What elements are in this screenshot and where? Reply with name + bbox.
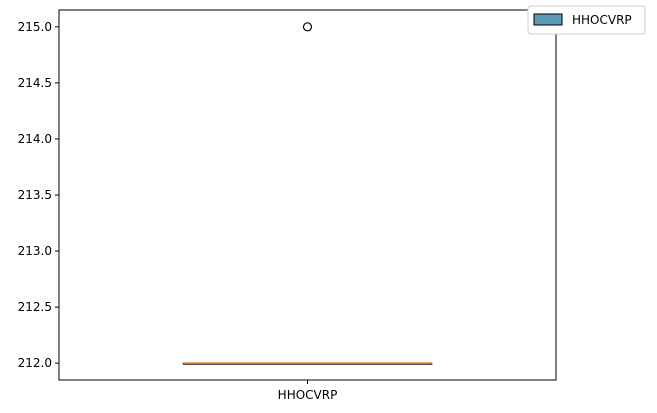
y-axis: 212.0 212.5 213.0 213.5 214.0 214.5 215.0 [18, 20, 59, 370]
y-tick-label: 212.0 [18, 356, 52, 370]
outlier-point [302, 22, 313, 32]
y-tick-label: 215.0 [18, 20, 52, 34]
x-tick-label: HHOCVRP [278, 388, 338, 402]
x-axis: HHOCVRP [278, 380, 338, 402]
legend-frame [527, 5, 646, 35]
y-tick-label: 212.5 [18, 300, 52, 314]
y-tick-label: 214.0 [18, 132, 52, 146]
legend: HHOCVRP [527, 5, 646, 35]
plot-area [182, 22, 433, 365]
y-tick-label: 214.5 [18, 76, 52, 90]
y-tick-label: 213.0 [18, 244, 52, 258]
y-tick-label: 213.5 [18, 188, 52, 202]
legend-label: HHOCVRP [572, 13, 632, 27]
plot-frame [58, 9, 557, 381]
legend-swatch [533, 13, 563, 26]
